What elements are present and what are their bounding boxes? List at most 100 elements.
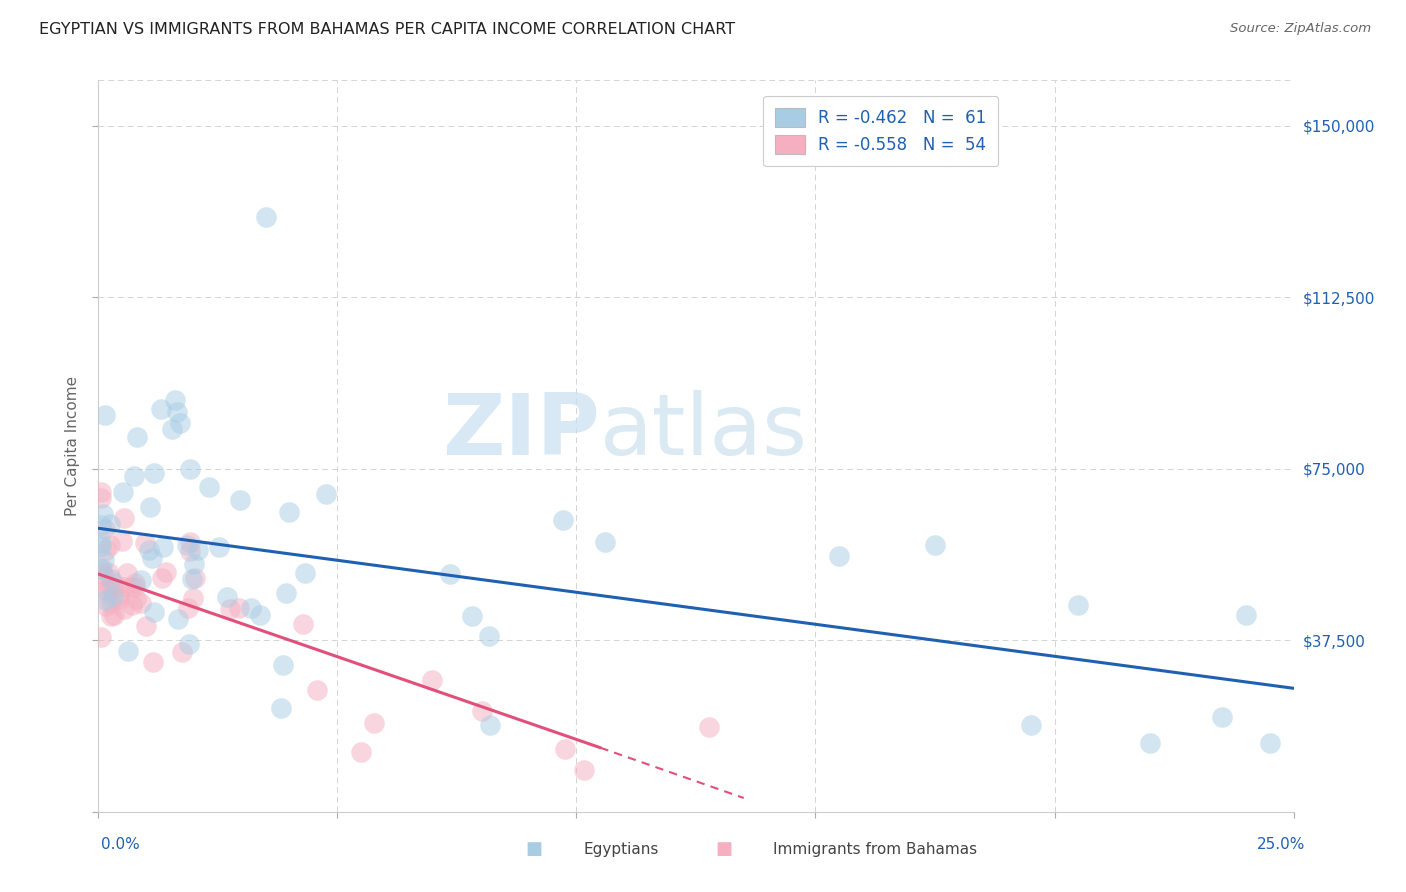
Point — [229, 492, 252, 507]
Point — [270, 700, 292, 714]
Text: 0.0%: 0.0% — [101, 837, 141, 852]
Point — [273, 657, 295, 672]
Point — [98, 516, 121, 531]
Point — [100, 572, 122, 586]
Point — [198, 480, 221, 494]
Point — [121, 598, 143, 612]
Text: Egyptians: Egyptians — [583, 842, 659, 856]
Point — [97, 583, 120, 598]
Point — [593, 534, 616, 549]
Point — [179, 543, 201, 558]
Point — [1139, 736, 1161, 750]
Point — [166, 405, 188, 419]
Point — [112, 580, 135, 594]
Point — [572, 764, 595, 778]
Point — [94, 582, 117, 597]
Point — [98, 539, 121, 553]
Point — [120, 581, 142, 595]
Point — [100, 608, 122, 623]
Point — [478, 717, 501, 731]
Point — [163, 393, 186, 408]
Point — [181, 591, 204, 606]
Point — [142, 655, 165, 669]
Text: ■: ■ — [526, 840, 543, 858]
Point — [90, 491, 112, 506]
Point — [160, 422, 183, 436]
Point — [828, 549, 851, 563]
Point — [91, 566, 114, 580]
Point — [420, 673, 443, 688]
Text: ■: ■ — [716, 840, 733, 858]
Point — [103, 576, 125, 591]
Point — [179, 534, 201, 549]
Point — [291, 617, 314, 632]
Point — [108, 589, 131, 603]
Point — [1258, 736, 1281, 750]
Point — [90, 540, 112, 554]
Point — [149, 402, 172, 417]
Point — [249, 608, 271, 623]
Point — [155, 566, 177, 580]
Text: EGYPTIAN VS IMMIGRANTS FROM BAHAMAS PER CAPITA INCOME CORRELATION CHART: EGYPTIAN VS IMMIGRANTS FROM BAHAMAS PER … — [39, 22, 735, 37]
Point — [124, 592, 146, 607]
Point — [363, 716, 385, 731]
Point — [1234, 607, 1257, 622]
Point — [277, 505, 299, 519]
Point — [169, 416, 191, 430]
Point — [142, 605, 165, 619]
Point — [143, 466, 166, 480]
Point — [924, 538, 946, 552]
Point — [184, 571, 207, 585]
Point — [1067, 599, 1090, 613]
Point — [554, 742, 576, 756]
Point — [129, 596, 152, 610]
Point — [183, 557, 205, 571]
Point — [90, 562, 112, 576]
Point — [91, 507, 114, 521]
Point — [112, 602, 135, 616]
Point — [228, 601, 250, 615]
Point — [208, 540, 231, 554]
Text: 25.0%: 25.0% — [1257, 837, 1305, 852]
Point — [470, 704, 492, 718]
Point — [181, 572, 204, 586]
Text: Source: ZipAtlas.com: Source: ZipAtlas.com — [1230, 22, 1371, 36]
Point — [117, 644, 139, 658]
Point — [94, 408, 117, 422]
Point — [176, 538, 198, 552]
Point — [103, 607, 125, 622]
Point — [187, 543, 209, 558]
Point — [152, 540, 174, 554]
Point — [215, 590, 238, 604]
Point — [315, 487, 337, 501]
Point — [1211, 710, 1233, 724]
Point — [478, 630, 501, 644]
Point — [90, 484, 112, 499]
Point — [100, 596, 122, 610]
Point — [294, 566, 316, 580]
Point — [90, 630, 112, 644]
Point — [439, 566, 461, 581]
Point — [135, 619, 157, 633]
Point — [91, 560, 114, 574]
Point — [179, 637, 201, 651]
Point — [350, 745, 373, 759]
Point — [93, 522, 115, 536]
Point — [94, 543, 117, 558]
Point — [254, 211, 277, 225]
Point — [138, 542, 160, 557]
Point — [461, 609, 484, 624]
Point — [97, 579, 120, 593]
Y-axis label: Per Capita Income: Per Capita Income — [65, 376, 80, 516]
Point — [124, 575, 146, 590]
Point — [93, 552, 115, 566]
Point — [98, 566, 121, 581]
Point — [170, 645, 193, 659]
Point — [239, 600, 262, 615]
Point — [96, 599, 118, 613]
Point — [103, 582, 125, 597]
Point — [111, 534, 134, 549]
Point — [111, 484, 134, 499]
Legend: R = -0.462   N =  61, R = -0.558   N =  54: R = -0.462 N = 61, R = -0.558 N = 54 — [763, 96, 998, 166]
Point — [167, 612, 190, 626]
